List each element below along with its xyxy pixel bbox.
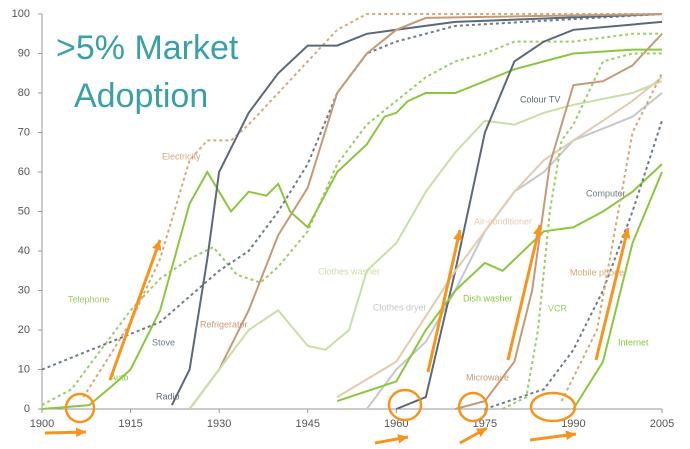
y-tick-label: 80 bbox=[18, 87, 30, 99]
annotation-arrow bbox=[594, 227, 630, 361]
y-tick-label: 70 bbox=[18, 126, 30, 138]
series-label: Electricity bbox=[162, 151, 201, 161]
arrow-head bbox=[533, 225, 543, 236]
y-tick-label: 30 bbox=[18, 284, 30, 296]
chart-title: Adoption bbox=[74, 77, 208, 115]
series-line bbox=[41, 13, 663, 371]
chart-title: >5% Market bbox=[56, 29, 239, 67]
arrow-head bbox=[453, 230, 463, 241]
series-line bbox=[171, 13, 663, 406]
y-tick-label: 90 bbox=[18, 47, 30, 59]
y-tick-label: 60 bbox=[18, 166, 30, 178]
highlight-circle bbox=[64, 392, 96, 424]
y-tick-label: 10 bbox=[18, 363, 30, 375]
series-line bbox=[560, 72, 663, 402]
series-line bbox=[572, 171, 663, 410]
x-tick-label: 1915 bbox=[118, 418, 142, 430]
series-line bbox=[41, 48, 662, 410]
x-tick-label: 1900 bbox=[30, 418, 54, 430]
arrow-head bbox=[565, 430, 576, 441]
series-label: Colour TV bbox=[520, 94, 560, 104]
arrow-head bbox=[621, 228, 631, 239]
series-label: Auto bbox=[110, 372, 129, 382]
series-label: Air-conditioner bbox=[474, 216, 532, 226]
series-line bbox=[502, 52, 662, 410]
series-label: Refrigerator bbox=[200, 319, 248, 329]
series-label: Microwave bbox=[466, 372, 509, 382]
series-label: Clothes washer bbox=[318, 266, 380, 276]
series-label: VCR bbox=[548, 303, 568, 313]
y-tick-label: 100 bbox=[12, 8, 30, 20]
highlight-circle bbox=[529, 391, 577, 423]
x-tick-label: 1945 bbox=[295, 418, 319, 430]
annotation-arrow bbox=[506, 224, 542, 361]
series-label: Computer bbox=[586, 188, 626, 198]
series-line bbox=[484, 120, 663, 410]
x-tick-label: 1990 bbox=[561, 418, 585, 430]
series-line bbox=[455, 33, 663, 410]
highlight-circle bbox=[387, 388, 423, 422]
arrow-head bbox=[397, 434, 408, 444]
y-tick-label: 40 bbox=[18, 245, 30, 257]
arrow-head bbox=[476, 428, 487, 437]
series-label: Radio bbox=[156, 391, 180, 401]
arrow-head bbox=[152, 240, 162, 251]
x-tick-label: 2005 bbox=[650, 418, 674, 430]
y-tick-label: 20 bbox=[18, 324, 30, 336]
x-tick-label: 1930 bbox=[207, 418, 231, 430]
series-label: Stove bbox=[152, 337, 175, 347]
annotation-arrow bbox=[108, 239, 162, 381]
series-label: Clothes dryer bbox=[373, 302, 427, 312]
series-line bbox=[336, 76, 663, 398]
series-line bbox=[188, 13, 663, 410]
series-line bbox=[41, 32, 662, 406]
series-label: Mobile phone bbox=[570, 267, 624, 277]
y-tick-label: 50 bbox=[18, 205, 30, 217]
y-tick-label: 0 bbox=[24, 403, 30, 415]
series-line bbox=[336, 163, 663, 403]
series-label: Telephone bbox=[68, 294, 110, 304]
arrow-head bbox=[75, 427, 86, 438]
annotation-arrow bbox=[426, 229, 462, 373]
highlight-circle bbox=[457, 391, 489, 423]
series-label: Internet bbox=[618, 337, 649, 347]
series-line bbox=[395, 20, 663, 410]
series-line bbox=[188, 80, 663, 410]
series-label: Dish washer bbox=[463, 293, 513, 303]
